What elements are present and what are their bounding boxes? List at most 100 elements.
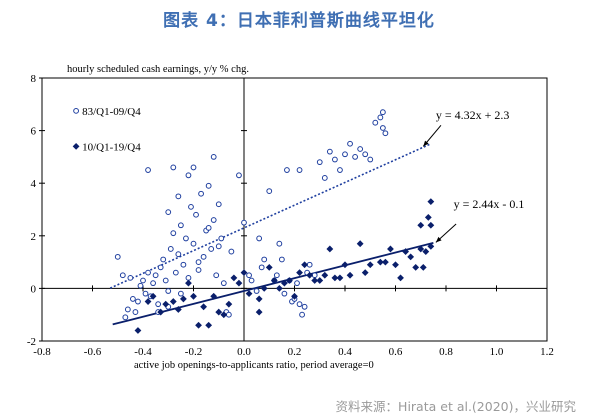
data-point-series-1 xyxy=(215,201,222,208)
data-point-series-1 xyxy=(296,167,303,173)
data-point-series-2 xyxy=(427,198,435,206)
x-tick-label: -0.6 xyxy=(84,346,102,358)
data-point-series-1 xyxy=(180,261,187,268)
data-point-series-1 xyxy=(367,156,374,163)
data-point-series-2 xyxy=(397,274,404,282)
data-point-series-1 xyxy=(210,154,217,160)
data-point-series-1 xyxy=(157,264,164,271)
data-point-series-2 xyxy=(162,300,170,308)
data-point-series-2 xyxy=(149,292,157,300)
data-point-series-1 xyxy=(377,114,384,121)
data-point-series-1 xyxy=(296,301,303,308)
data-point-series-1 xyxy=(122,314,129,321)
data-point-series-1 xyxy=(190,240,197,247)
x-tick-label: -0.8 xyxy=(33,346,51,358)
data-point-series-1 xyxy=(332,156,338,163)
data-point-series-2 xyxy=(419,263,427,271)
data-point-series-1 xyxy=(198,190,204,197)
source-note: 资料来源：Hirata et al.(2020)，兴业研究 xyxy=(335,399,576,414)
data-point-series-1 xyxy=(190,164,197,171)
data-point-series-1 xyxy=(379,125,386,131)
x-tick-label: 0.0 xyxy=(237,346,251,358)
data-point-series-1 xyxy=(210,217,217,223)
data-point-series-2 xyxy=(326,245,334,253)
data-point-series-2 xyxy=(417,245,425,253)
data-point-series-1 xyxy=(258,264,265,271)
data-point-series-1 xyxy=(236,172,242,179)
data-point-series-1 xyxy=(183,235,189,242)
data-point-series-1 xyxy=(185,274,192,281)
data-point-series-1 xyxy=(175,251,182,258)
equation-arrowhead xyxy=(435,236,442,243)
y-tick-label: 2 xyxy=(31,231,37,243)
data-point-series-1 xyxy=(140,277,146,284)
data-point-series-2 xyxy=(190,292,197,300)
data-point-series-1 xyxy=(382,130,389,137)
y-tick-label: 0 xyxy=(31,283,37,295)
data-point-series-2 xyxy=(296,269,303,277)
data-point-series-1 xyxy=(256,235,263,242)
data-point-series-2 xyxy=(200,303,207,311)
data-point-series-1 xyxy=(301,303,308,310)
data-point-series-2 xyxy=(220,311,228,319)
data-point-series-2 xyxy=(245,290,253,298)
data-point-series-2 xyxy=(336,274,344,282)
data-point-series-2 xyxy=(402,248,409,255)
data-point-series-1 xyxy=(326,148,333,155)
x-tick-label: 0.6 xyxy=(389,346,403,358)
data-point-series-1 xyxy=(299,311,305,318)
data-point-series-1 xyxy=(170,164,177,171)
data-point-series-1 xyxy=(160,256,167,263)
data-point-series-1 xyxy=(228,248,235,255)
x-tick-label: 0.2 xyxy=(288,346,302,358)
data-point-series-1 xyxy=(220,280,227,287)
x-tick-label: -0.2 xyxy=(185,346,202,358)
data-point-series-1 xyxy=(253,288,260,294)
data-point-series-1 xyxy=(205,225,212,231)
trendline-2 xyxy=(112,242,434,326)
data-point-series-1 xyxy=(208,246,215,252)
data-point-series-1 xyxy=(347,140,353,147)
data-point-series-1 xyxy=(170,230,177,237)
data-point-series-1 xyxy=(127,274,134,281)
data-point-series-2 xyxy=(427,221,435,229)
data-point-series-1 xyxy=(316,159,323,166)
x-axis-label: active job openings-to-applicants ratio,… xyxy=(134,360,374,371)
data-point-series-1 xyxy=(165,288,172,294)
y-tick-label: -2 xyxy=(27,336,36,348)
data-point-series-2 xyxy=(185,279,192,287)
data-point-series-2 xyxy=(275,285,283,292)
data-point-series-1 xyxy=(150,280,157,287)
data-point-series-1 xyxy=(195,259,202,266)
data-point-series-1 xyxy=(165,209,172,216)
data-point-series-2 xyxy=(387,245,394,253)
data-point-series-2 xyxy=(134,327,142,334)
y-tick-label: 8 xyxy=(31,73,37,85)
data-point-series-1 xyxy=(132,309,139,315)
data-point-series-1 xyxy=(193,211,199,218)
data-point-series-1 xyxy=(379,109,386,116)
data-point-series-1 xyxy=(273,272,280,279)
data-point-series-1 xyxy=(185,172,192,179)
trendline-equation-2: y = 2.44x - 0.1 xyxy=(454,197,525,211)
data-point-series-1 xyxy=(114,253,121,260)
figure-title: 图表 4：日本菲利普斯曲线平坦化 xyxy=(163,11,435,31)
data-point-series-1 xyxy=(162,277,169,284)
data-point-series-1 xyxy=(175,193,182,200)
legend-label-2: 10/Q1-19/Q4 xyxy=(82,141,141,153)
data-point-series-1 xyxy=(188,203,194,210)
data-point-series-2 xyxy=(281,279,288,287)
data-point-series-1 xyxy=(135,298,141,305)
data-point-series-1 xyxy=(200,253,207,260)
data-point-series-1 xyxy=(241,219,247,226)
data-point-series-2 xyxy=(291,292,298,300)
data-point-series-2 xyxy=(255,308,263,316)
data-point-series-2 xyxy=(180,295,187,303)
data-point-series-2 xyxy=(210,292,218,300)
data-point-series-1 xyxy=(145,269,151,276)
data-point-series-2 xyxy=(417,221,425,229)
data-point-series-1 xyxy=(145,167,151,173)
x-tick-label: 0.4 xyxy=(338,346,352,358)
data-point-series-1 xyxy=(261,256,268,263)
data-point-series-2 xyxy=(205,321,213,329)
